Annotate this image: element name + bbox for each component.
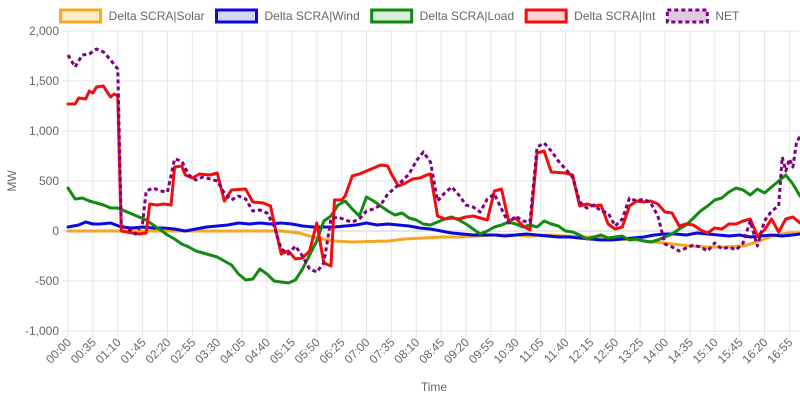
legend-label: Delta SCRA|Int — [574, 9, 656, 23]
x-tick-label: 16:20 — [739, 335, 770, 366]
legend-item-delta-scra-solar[interactable]: Delta SCRA|Solar — [59, 8, 205, 24]
x-tick-label: 12:15 — [565, 335, 596, 366]
legend-swatch — [665, 8, 709, 24]
legend-swatch — [215, 8, 259, 24]
x-tick-label: 02:55 — [167, 335, 198, 366]
x-tick-label: 04:40 — [242, 335, 273, 366]
x-axis-title: Time — [421, 380, 448, 394]
y-tick-label: 1,000 — [29, 124, 59, 138]
x-tick-label: 14:35 — [665, 335, 696, 366]
grid — [62, 30, 800, 337]
x-tick-label: 07:00 — [341, 335, 372, 366]
x-tick-label: 10:30 — [491, 335, 522, 366]
y-axis-ticks: -1,000 -500 0 500 1,000 1,500 2,000 — [25, 24, 59, 338]
x-tick-label: 02:20 — [142, 335, 173, 366]
x-tick-label: 01:45 — [118, 335, 149, 366]
legend-item-delta-scra-load[interactable]: Delta SCRA|Load — [370, 8, 515, 24]
x-tick-label: 03:30 — [192, 335, 223, 366]
legend-label: Delta SCRA|Solar — [109, 9, 205, 23]
x-tick-label: 05:15 — [267, 335, 298, 366]
x-tick-label: 13:25 — [615, 335, 646, 366]
x-tick-label: 15:10 — [690, 335, 721, 366]
legend-item-delta-scra-wind[interactable]: Delta SCRA|Wind — [215, 8, 360, 24]
y-tick-label: 0 — [52, 224, 59, 238]
y-tick-label: -1,000 — [25, 324, 59, 338]
x-axis-ticks: 00:0000:3501:1001:4502:2002:5503:3004:05… — [43, 335, 796, 366]
x-tick-label: 00:00 — [43, 335, 74, 366]
x-tick-label: 04:05 — [217, 335, 248, 366]
legend-swatch — [59, 8, 103, 24]
y-tick-label: -500 — [35, 274, 59, 288]
legend-label: Delta SCRA|Load — [420, 9, 515, 23]
series-line-delta-scra-int — [66, 84, 800, 268]
x-tick-label: 16:55 — [764, 335, 795, 366]
x-tick-label: 01:10 — [93, 335, 124, 366]
legend-item-net[interactable]: NET — [665, 8, 740, 24]
x-tick-label: 06:25 — [317, 335, 348, 366]
x-tick-label: 08:45 — [416, 335, 447, 366]
x-tick-label: 14:00 — [640, 335, 671, 366]
y-tick-label: 2,000 — [29, 24, 59, 38]
x-tick-label: 11:05 — [516, 335, 547, 366]
x-tick-label: 00:35 — [68, 335, 99, 366]
series-line-delta-scra-wind — [66, 220, 800, 242]
legend-label: Delta SCRA|Wind — [265, 9, 360, 23]
legend-swatch — [370, 8, 414, 24]
y-axis-title: MW — [5, 170, 19, 192]
x-tick-label: 09:20 — [441, 335, 472, 366]
legend-swatch — [524, 8, 568, 24]
x-tick-label: 08:10 — [391, 335, 422, 366]
legend-label: NET — [715, 9, 740, 23]
x-tick-label: 05:50 — [292, 335, 323, 366]
y-tick-label: 500 — [39, 174, 59, 188]
series-lines — [66, 47, 800, 285]
x-tick-label: 09:55 — [466, 335, 497, 366]
x-tick-label: 11:40 — [541, 335, 572, 366]
x-tick-label: 15:45 — [715, 335, 746, 366]
legend-item-delta-scra-int[interactable]: Delta SCRA|Int — [524, 8, 656, 24]
legend[interactable]: Delta SCRA|Solar Delta SCRA|Wind Delta SCR… — [59, 8, 740, 24]
series-line-delta-scra-load — [66, 173, 800, 285]
x-tick-label: 12:50 — [590, 335, 621, 366]
y-tick-label: 1,500 — [29, 74, 59, 88]
x-tick-label: 07:35 — [366, 335, 397, 366]
